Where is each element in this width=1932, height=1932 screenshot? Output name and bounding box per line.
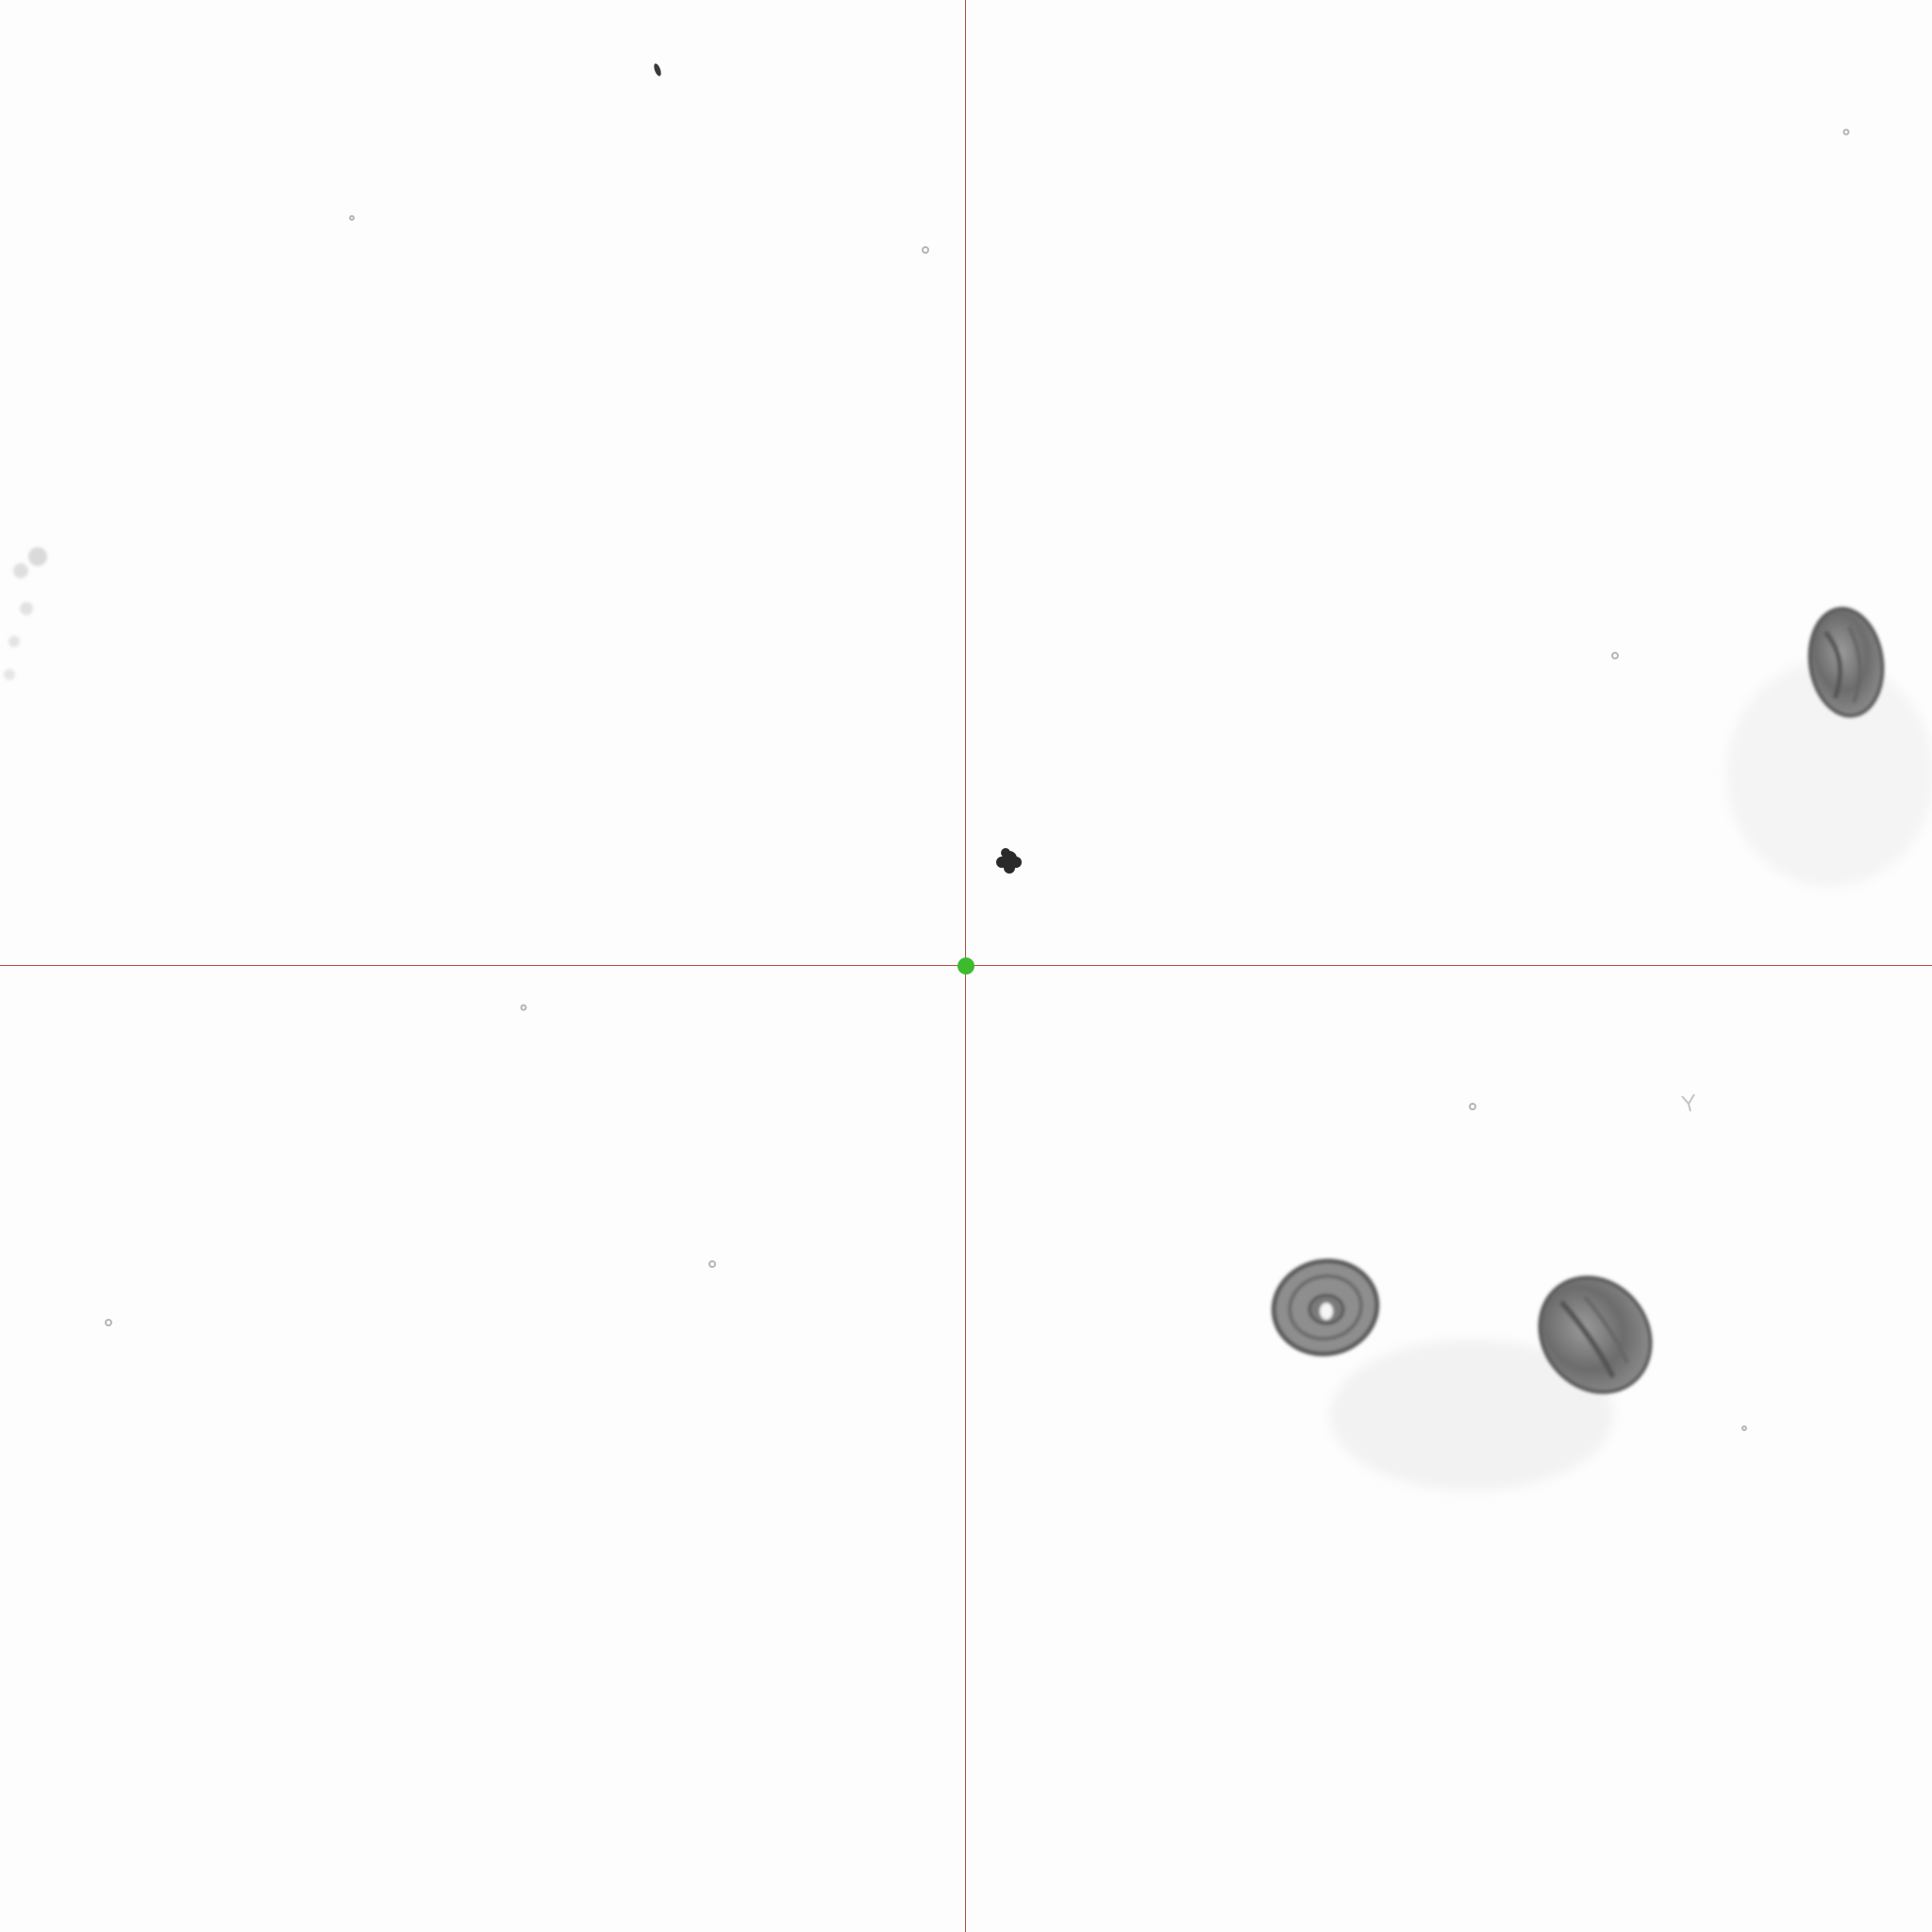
- faint-cluster-left: [4, 547, 47, 680]
- dark-particle-center: [996, 848, 1022, 874]
- pollen-grain-lower-right: [1538, 1275, 1653, 1394]
- tiny-fiber-speck: [1681, 1093, 1695, 1112]
- pollen-grain-lower-left: [1271, 1258, 1380, 1357]
- dust-specks: [105, 128, 1850, 1431]
- dark-particle-top: [654, 63, 661, 76]
- pollen-grain-right: [1807, 607, 1885, 718]
- background-haze: [1330, 1340, 1613, 1491]
- background-haze-right: [1726, 660, 1932, 887]
- center-point-marker[interactable]: [958, 958, 974, 974]
